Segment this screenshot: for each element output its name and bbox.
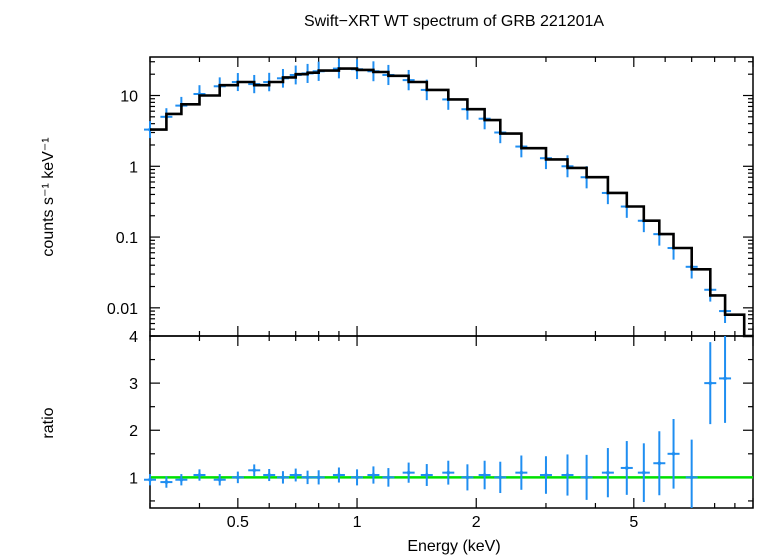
ratio-point xyxy=(148,477,152,482)
ratio-point xyxy=(164,480,169,484)
ratio-y-tick-label: 3 xyxy=(129,376,138,393)
ratio-point xyxy=(337,473,341,477)
ratio-point xyxy=(236,475,240,480)
ratio-point xyxy=(642,470,646,475)
ratio-point xyxy=(465,475,470,480)
ratio-point xyxy=(584,475,589,480)
ratio-point xyxy=(482,473,487,477)
ratio-point xyxy=(293,473,298,477)
ratio-point xyxy=(355,475,359,480)
ratio-point xyxy=(446,470,451,475)
ratio-point xyxy=(406,470,411,475)
ratio-point xyxy=(606,470,610,475)
ratio-point xyxy=(267,473,271,477)
ratio-point xyxy=(281,475,285,480)
ratio-point xyxy=(179,477,184,482)
y-tick-label: 0.01 xyxy=(107,301,138,318)
ratio-point xyxy=(197,473,202,477)
ratio-point xyxy=(252,468,257,473)
ratio-point xyxy=(565,473,570,477)
x-tick-label: 0.5 xyxy=(227,514,249,531)
spectrum-panel: 0.01 0.1 1 10 xyxy=(107,56,754,338)
ratio-panel: 1 2 3 4 0.5 1 2 5 xyxy=(129,329,754,531)
y-tick-label: 0.1 xyxy=(116,230,138,247)
y-tick-label: 1 xyxy=(129,159,138,176)
ratio-point xyxy=(624,466,629,470)
ratio-point xyxy=(305,475,310,480)
ratio-point xyxy=(424,473,429,477)
ratio-point xyxy=(316,475,321,480)
ratio-point xyxy=(708,381,713,385)
ratio-point xyxy=(544,473,548,477)
y-tick-label: 10 xyxy=(120,89,138,106)
ratio-frame xyxy=(149,335,754,509)
ratio-point xyxy=(498,475,503,480)
x-axis-label: Energy (keV) xyxy=(407,538,500,555)
ratio-y-tick-label: 2 xyxy=(129,423,138,440)
ratio-point xyxy=(723,376,727,381)
ratio-point xyxy=(386,475,391,480)
ratio-point xyxy=(671,452,676,456)
y-axis-label-bottom: ratio xyxy=(40,407,57,438)
ratio-point xyxy=(217,477,222,482)
ratio-y-tick-label: 4 xyxy=(129,329,138,346)
ratio-point xyxy=(657,461,662,466)
model-line xyxy=(150,67,753,338)
ratio-point xyxy=(689,475,694,480)
chart-title: Swift−XRT WT spectrum of GRB 221201A xyxy=(304,13,604,30)
x-tick-label: 5 xyxy=(629,514,638,531)
ratio-y-tick-label: 1 xyxy=(129,470,138,487)
x-tick-label: 1 xyxy=(353,514,362,531)
ratio-point xyxy=(519,470,524,475)
ratio-point xyxy=(371,473,376,477)
x-tick-label: 2 xyxy=(472,514,481,531)
y-axis-label-top: counts s⁻¹ keV⁻¹ xyxy=(40,137,57,256)
